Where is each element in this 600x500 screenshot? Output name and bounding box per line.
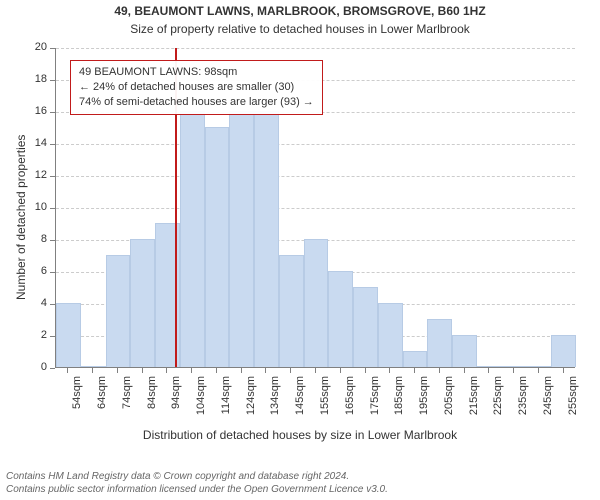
x-tick-mark: [340, 368, 341, 373]
x-axis-label: Distribution of detached houses by size …: [0, 428, 600, 442]
x-tick-label: 255sqm: [567, 376, 579, 426]
x-tick-mark: [414, 368, 415, 373]
y-tick-mark: [50, 80, 55, 81]
y-tick-mark: [50, 208, 55, 209]
histogram-bar: [551, 335, 576, 367]
attribution-footer: Contains HM Land Registry data © Crown c…: [0, 471, 600, 496]
y-tick-label: 2: [17, 329, 47, 341]
histogram-bar: [279, 255, 304, 367]
gridline: [56, 176, 575, 178]
x-tick-mark: [389, 368, 390, 373]
x-tick-mark: [513, 368, 514, 373]
info-box-line3: 74% of semi-detached houses are larger (…: [79, 95, 314, 110]
y-tick-label: 20: [17, 41, 47, 53]
highlight-info-box: 49 BEAUMONT LAWNS: 98sqm ← 24% of detach…: [70, 60, 323, 115]
x-tick-mark: [365, 368, 366, 373]
y-tick-label: 4: [17, 297, 47, 309]
chart-title-line2: Size of property relative to detached ho…: [0, 22, 600, 36]
y-tick-mark: [50, 48, 55, 49]
x-tick-label: 134sqm: [269, 376, 281, 426]
histogram-bar: [56, 303, 81, 367]
x-tick-label: 124sqm: [245, 376, 257, 426]
x-tick-label: 104sqm: [195, 376, 207, 426]
y-tick-mark: [50, 176, 55, 177]
x-tick-label: 235sqm: [517, 376, 529, 426]
x-tick-label: 185sqm: [393, 376, 405, 426]
histogram-bar: [427, 319, 452, 367]
gridline: [56, 208, 575, 210]
x-tick-mark: [142, 368, 143, 373]
x-tick-mark: [265, 368, 266, 373]
histogram-bar: [254, 111, 279, 367]
x-tick-mark: [315, 368, 316, 373]
info-box-line1: 49 BEAUMONT LAWNS: 98sqm: [79, 65, 314, 80]
histogram-bar: [353, 287, 378, 367]
x-tick-label: 84sqm: [146, 376, 158, 426]
y-tick-label: 10: [17, 201, 47, 213]
histogram-bar: [130, 239, 155, 367]
gridline: [56, 48, 575, 50]
histogram-bar: [452, 335, 477, 367]
footer-line2: Contains public sector information licen…: [6, 484, 388, 495]
histogram-bar: [526, 366, 551, 367]
y-tick-label: 8: [17, 233, 47, 245]
x-tick-mark: [67, 368, 68, 373]
x-tick-label: 165sqm: [344, 376, 356, 426]
x-tick-label: 205sqm: [443, 376, 455, 426]
x-tick-mark: [191, 368, 192, 373]
x-tick-label: 64sqm: [96, 376, 108, 426]
y-tick-mark: [50, 336, 55, 337]
histogram-bar: [378, 303, 403, 367]
y-tick-mark: [50, 144, 55, 145]
x-tick-mark: [439, 368, 440, 373]
y-tick-label: 16: [17, 105, 47, 117]
info-box-line2: ← 24% of detached houses are smaller (30…: [79, 80, 314, 95]
x-tick-label: 175sqm: [369, 376, 381, 426]
y-tick-mark: [50, 304, 55, 305]
x-tick-label: 74sqm: [121, 376, 133, 426]
footer-line1: Contains HM Land Registry data © Crown c…: [6, 471, 349, 482]
x-tick-label: 155sqm: [319, 376, 331, 426]
x-tick-mark: [166, 368, 167, 373]
x-tick-label: 245sqm: [542, 376, 554, 426]
x-tick-mark: [538, 368, 539, 373]
histogram-bar: [403, 351, 428, 367]
y-tick-label: 18: [17, 73, 47, 85]
histogram-bar: [205, 127, 230, 367]
x-tick-mark: [216, 368, 217, 373]
histogram-bar: [328, 271, 353, 367]
x-tick-label: 145sqm: [294, 376, 306, 426]
x-tick-label: 94sqm: [170, 376, 182, 426]
x-tick-label: 225sqm: [492, 376, 504, 426]
x-tick-label: 54sqm: [71, 376, 83, 426]
y-tick-label: 0: [17, 361, 47, 373]
y-tick-mark: [50, 272, 55, 273]
x-tick-mark: [290, 368, 291, 373]
chart-title-line1: 49, BEAUMONT LAWNS, MARLBROOK, BROMSGROV…: [0, 4, 600, 18]
y-tick-label: 6: [17, 265, 47, 277]
x-tick-label: 215sqm: [468, 376, 480, 426]
x-tick-mark: [117, 368, 118, 373]
histogram-bar: [81, 366, 106, 367]
histogram-bar: [180, 111, 205, 367]
y-tick-mark: [50, 112, 55, 113]
x-tick-label: 195sqm: [418, 376, 430, 426]
histogram-bar: [229, 111, 254, 367]
y-tick-label: 12: [17, 169, 47, 181]
y-tick-label: 14: [17, 137, 47, 149]
x-tick-mark: [92, 368, 93, 373]
x-tick-mark: [563, 368, 564, 373]
x-tick-mark: [488, 368, 489, 373]
x-tick-mark: [464, 368, 465, 373]
gridline: [56, 144, 575, 146]
y-tick-mark: [50, 368, 55, 369]
histogram-bar: [304, 239, 329, 367]
y-tick-mark: [50, 240, 55, 241]
x-tick-mark: [241, 368, 242, 373]
histogram-bar: [502, 366, 527, 367]
histogram-bar: [477, 366, 502, 367]
histogram-bar: [106, 255, 131, 367]
x-tick-label: 114sqm: [220, 376, 232, 426]
